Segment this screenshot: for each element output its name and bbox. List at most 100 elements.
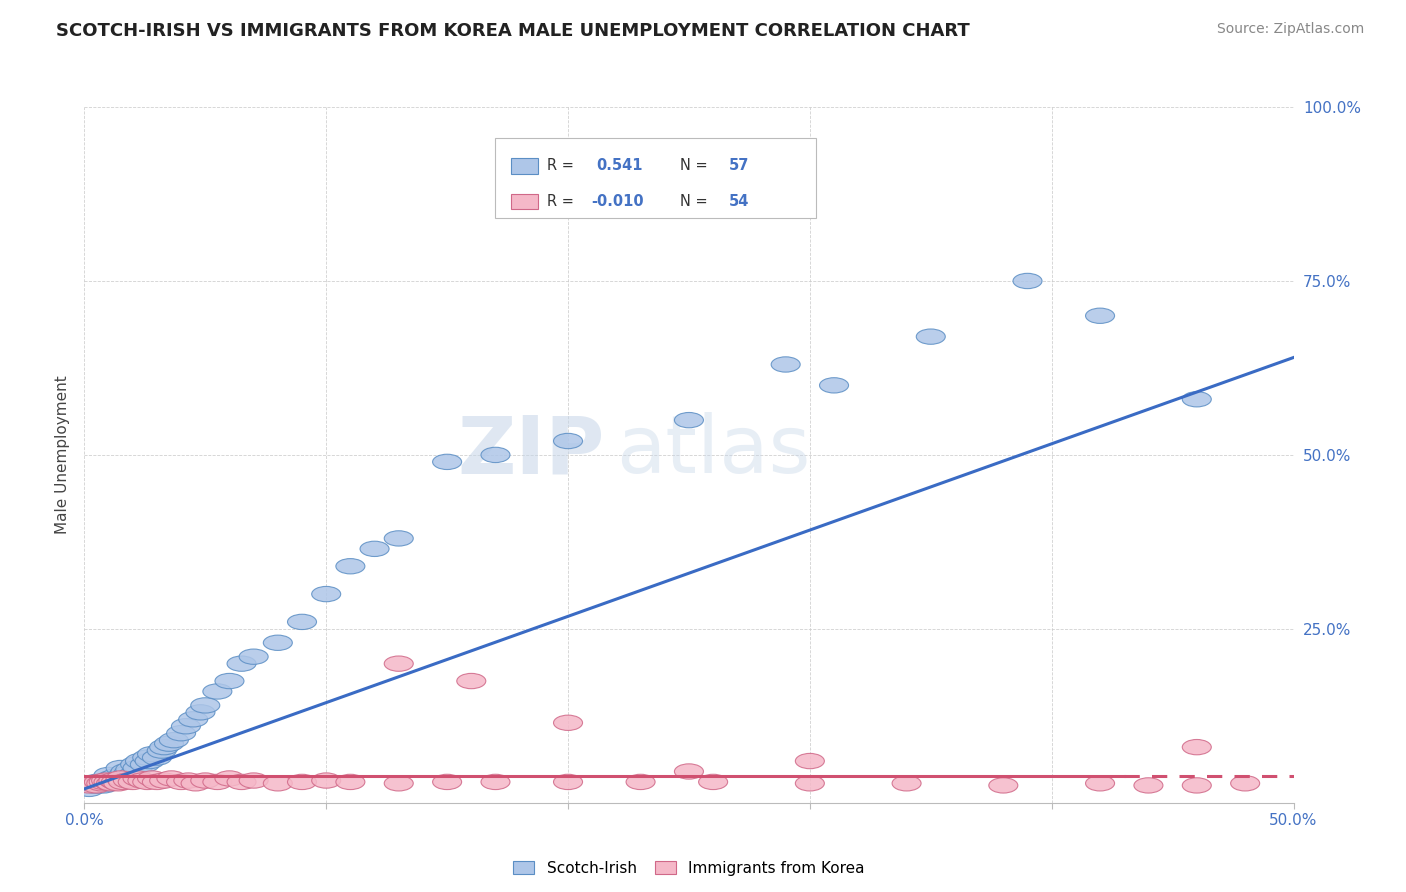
Ellipse shape (108, 767, 138, 782)
Ellipse shape (796, 754, 824, 769)
Ellipse shape (128, 772, 157, 789)
Text: ZIP: ZIP (457, 412, 605, 491)
Ellipse shape (191, 698, 219, 713)
Ellipse shape (1182, 778, 1212, 793)
Ellipse shape (917, 329, 945, 344)
Ellipse shape (114, 766, 142, 781)
Ellipse shape (94, 767, 124, 782)
Ellipse shape (155, 736, 184, 751)
Ellipse shape (142, 774, 172, 789)
Ellipse shape (202, 684, 232, 699)
Ellipse shape (312, 586, 340, 602)
Ellipse shape (336, 774, 366, 789)
Ellipse shape (97, 771, 125, 786)
Text: atlas: atlas (616, 412, 811, 491)
Ellipse shape (1012, 273, 1042, 289)
Text: N =: N = (681, 159, 713, 173)
Ellipse shape (820, 377, 849, 393)
Ellipse shape (481, 774, 510, 789)
Ellipse shape (215, 673, 245, 689)
Ellipse shape (202, 774, 232, 789)
Ellipse shape (1182, 392, 1212, 407)
Ellipse shape (179, 712, 208, 727)
Ellipse shape (98, 774, 128, 789)
Ellipse shape (699, 774, 728, 789)
Ellipse shape (138, 771, 166, 786)
Ellipse shape (988, 778, 1018, 793)
Ellipse shape (124, 760, 152, 776)
Ellipse shape (384, 656, 413, 672)
Ellipse shape (384, 776, 413, 791)
Text: -0.010: -0.010 (591, 194, 644, 210)
Ellipse shape (191, 772, 219, 789)
Ellipse shape (554, 774, 582, 789)
Ellipse shape (770, 357, 800, 372)
Ellipse shape (101, 774, 131, 789)
Ellipse shape (80, 776, 108, 791)
Ellipse shape (174, 772, 202, 789)
FancyBboxPatch shape (495, 138, 815, 219)
Ellipse shape (125, 754, 155, 769)
Ellipse shape (118, 767, 148, 782)
Ellipse shape (97, 776, 125, 791)
Ellipse shape (121, 757, 149, 772)
Ellipse shape (481, 447, 510, 463)
Ellipse shape (115, 762, 145, 777)
Ellipse shape (118, 774, 148, 789)
Ellipse shape (104, 776, 132, 791)
Text: 57: 57 (728, 159, 749, 173)
Ellipse shape (105, 760, 135, 776)
Ellipse shape (98, 772, 128, 789)
Ellipse shape (87, 774, 115, 789)
Ellipse shape (75, 778, 104, 793)
Y-axis label: Male Unemployment: Male Unemployment (55, 376, 70, 534)
Ellipse shape (138, 747, 166, 762)
Ellipse shape (1085, 776, 1115, 791)
Ellipse shape (132, 774, 162, 789)
Text: SCOTCH-IRISH VS IMMIGRANTS FROM KOREA MALE UNEMPLOYMENT CORRELATION CHART: SCOTCH-IRISH VS IMMIGRANTS FROM KOREA MA… (56, 22, 970, 40)
Ellipse shape (148, 743, 176, 758)
Ellipse shape (172, 719, 201, 734)
Ellipse shape (891, 776, 921, 791)
Ellipse shape (166, 725, 195, 741)
Ellipse shape (135, 754, 165, 769)
Ellipse shape (159, 732, 188, 747)
Text: 54: 54 (728, 194, 749, 210)
Ellipse shape (181, 776, 209, 791)
Ellipse shape (89, 778, 118, 793)
Ellipse shape (226, 656, 256, 672)
Ellipse shape (91, 774, 121, 789)
Legend: Scotch-Irish, Immigrants from Korea: Scotch-Irish, Immigrants from Korea (506, 855, 872, 882)
Ellipse shape (142, 750, 172, 765)
Ellipse shape (457, 673, 486, 689)
Ellipse shape (554, 715, 582, 731)
Ellipse shape (80, 778, 108, 793)
Ellipse shape (91, 772, 121, 789)
Text: R =: R = (547, 159, 579, 173)
Ellipse shape (433, 774, 461, 789)
Ellipse shape (263, 776, 292, 791)
Ellipse shape (114, 772, 142, 789)
Ellipse shape (239, 649, 269, 665)
Ellipse shape (1182, 739, 1212, 755)
Ellipse shape (89, 774, 118, 789)
Ellipse shape (1133, 778, 1163, 793)
Ellipse shape (312, 772, 340, 789)
Ellipse shape (149, 772, 179, 789)
Ellipse shape (108, 774, 138, 789)
Ellipse shape (1230, 776, 1260, 791)
Ellipse shape (675, 764, 703, 779)
Ellipse shape (82, 778, 111, 793)
Ellipse shape (675, 412, 703, 428)
Ellipse shape (82, 774, 111, 789)
Ellipse shape (131, 757, 159, 772)
Ellipse shape (336, 558, 366, 574)
Ellipse shape (111, 764, 141, 779)
Ellipse shape (84, 774, 114, 789)
Ellipse shape (226, 774, 256, 789)
Ellipse shape (149, 739, 179, 755)
Ellipse shape (263, 635, 292, 650)
Ellipse shape (75, 781, 104, 797)
Ellipse shape (101, 769, 131, 784)
Ellipse shape (87, 776, 115, 791)
